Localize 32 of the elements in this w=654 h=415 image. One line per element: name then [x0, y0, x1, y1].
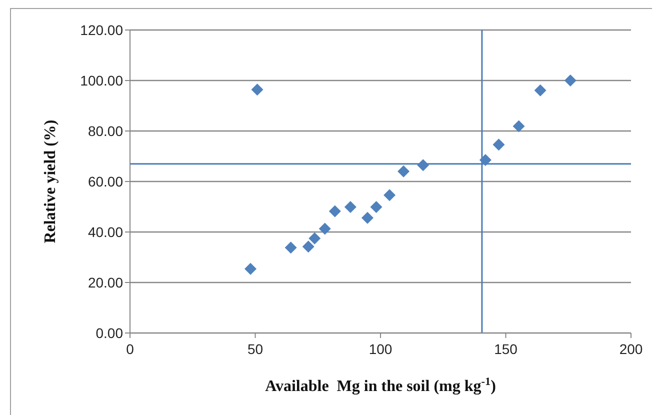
point	[564, 74, 576, 86]
y-tick-label: 120.00	[80, 22, 124, 38]
point	[318, 222, 331, 235]
y-tick-label: 20.00	[88, 274, 124, 290]
y-tick-label: 0.00	[96, 324, 124, 341]
x-tick-label: 200	[619, 341, 643, 357]
point	[344, 201, 356, 214]
point	[534, 84, 546, 96]
y-tick-label: 40.00	[88, 224, 124, 240]
point	[370, 201, 382, 214]
point	[328, 205, 341, 218]
point	[512, 120, 525, 132]
y-axis-title: Relative yield (%)	[42, 120, 58, 244]
point	[361, 212, 374, 224]
x-tick-label: 150	[494, 341, 518, 357]
point	[308, 232, 321, 244]
point	[398, 165, 410, 178]
point	[479, 154, 492, 166]
y-tick-label: 60.00	[88, 173, 124, 190]
point	[417, 159, 430, 172]
x-tick-label: 0	[126, 341, 134, 357]
point	[384, 189, 396, 202]
x-axis-title: Available Mg in the soil (mg kg$^{-1}$)	[265, 376, 496, 395]
point	[244, 262, 256, 275]
x-tick-label: 50	[247, 341, 264, 357]
point	[492, 138, 505, 151]
y-tick-label: 80.00	[88, 122, 124, 139]
point	[302, 240, 314, 253]
y-tick-label: 100.00	[80, 72, 124, 88]
point	[284, 242, 297, 254]
point	[251, 84, 264, 96]
x-tick-label: 100	[368, 341, 392, 357]
